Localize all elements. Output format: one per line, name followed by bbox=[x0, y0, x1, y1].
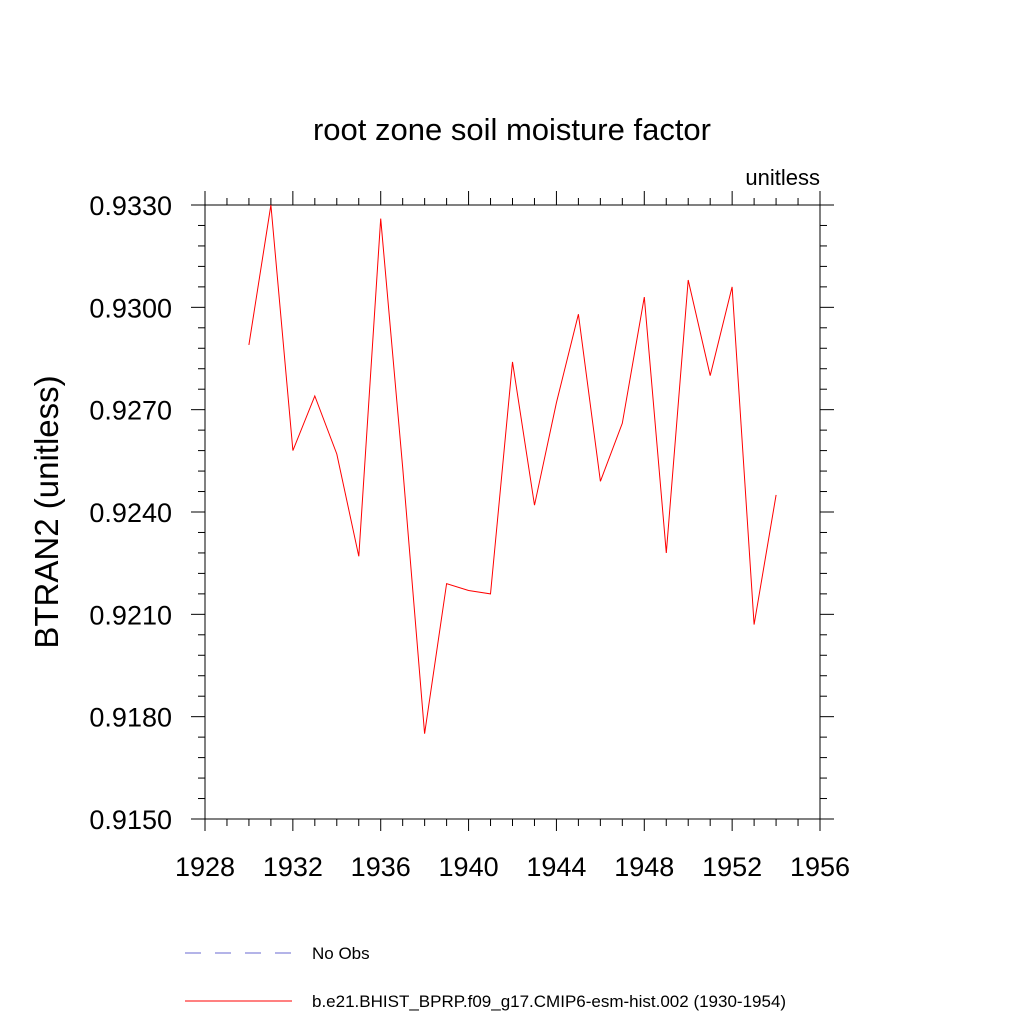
y-tick-label: 0.9180 bbox=[89, 703, 172, 733]
y-tick-label: 0.9270 bbox=[89, 396, 172, 426]
x-tick-label: 1940 bbox=[439, 852, 499, 882]
legend-label: b.e21.BHIST_BPRP.f09_g17.CMIP6-esm-hist.… bbox=[312, 992, 786, 1011]
legend: No Obs b.e21.BHIST_BPRP.f09_g17.CMIP6-esm… bbox=[185, 944, 786, 1011]
chart-title: root zone soil moisture factor bbox=[313, 112, 711, 147]
axis-ticks bbox=[191, 191, 834, 831]
series-group bbox=[248, 204, 777, 734]
plot-frame bbox=[204, 204, 821, 820]
legend-label: No Obs bbox=[312, 944, 370, 963]
x-tick-label: 1944 bbox=[526, 852, 586, 882]
x-tick-label: 1948 bbox=[614, 852, 674, 882]
y-tick-label: 0.9240 bbox=[89, 498, 172, 528]
x-tick-label: 1956 bbox=[790, 852, 850, 882]
y-axis-label: BTRAN2 (unitless) bbox=[28, 375, 65, 648]
units-label: unitless bbox=[745, 165, 820, 190]
y-tick-label: 0.9300 bbox=[89, 293, 172, 323]
y-tick-label: 0.9330 bbox=[89, 191, 172, 221]
axis-tick-labels: 1928 1932 1936 1940 1944 1948 1952 1956 0.9150 0.… bbox=[89, 191, 850, 882]
x-tick-label: 1952 bbox=[702, 852, 762, 882]
x-tick-label: 1936 bbox=[351, 852, 411, 882]
x-tick-label: 1928 bbox=[175, 852, 235, 882]
y-tick-label: 0.9210 bbox=[89, 600, 172, 630]
series-line bbox=[248, 204, 777, 734]
x-tick-label: 1932 bbox=[263, 852, 323, 882]
y-tick-label: 0.9150 bbox=[89, 805, 172, 835]
